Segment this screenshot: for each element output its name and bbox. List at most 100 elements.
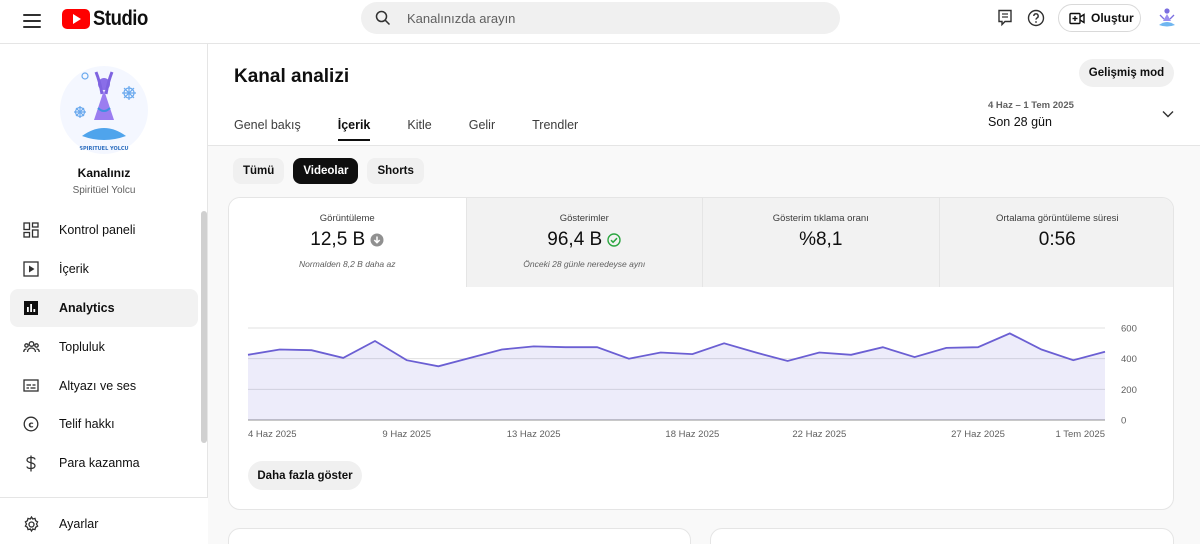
menu-icon[interactable] (22, 11, 42, 31)
create-label: Oluştur (1091, 11, 1134, 25)
metric-ctr[interactable]: Gösterim tıklama oranı %8,1 (702, 198, 939, 287)
sidebar-item-community[interactable]: Topluluk (10, 327, 198, 366)
sidebar-footer: Ayarlar (0, 497, 208, 544)
community-icon (22, 338, 40, 356)
tab-audience[interactable]: Kitle (407, 118, 432, 132)
search-input[interactable] (407, 2, 807, 34)
help-icon[interactable] (1026, 8, 1046, 28)
feedback-icon[interactable] (995, 8, 1015, 28)
date-range-picker[interactable]: 4 Haz – 1 Tem 2025 Son 28 gün (988, 100, 1178, 129)
chip-videos[interactable]: Videolar (293, 158, 359, 184)
studio-logo[interactable]: Studio (62, 7, 155, 31)
dashboard-icon (22, 221, 40, 239)
metrics-card: Görüntüleme 12,5 B Normalden 8,2 B daha … (228, 197, 1174, 510)
tab-overview[interactable]: Genel bakış (234, 118, 301, 132)
page-header: Kanal analizi Gelişmiş mod Genel bakış İ… (208, 44, 1200, 146)
x-tick-label: 4 Haz 2025 (248, 429, 297, 440)
metric-note: Normalden 8,2 B daha az (299, 259, 396, 269)
x-tick-label: 9 Haz 2025 (382, 429, 431, 440)
metric-avg-view-duration[interactable]: Ortalama görüntüleme süresi 0:56 (938, 198, 1173, 287)
copyright-icon: c (22, 415, 40, 433)
youtube-play-icon (62, 9, 90, 29)
analytics-tabs: Genel bakış İçerik Kitle Gelir Trendler (234, 118, 615, 141)
check-circle-icon (607, 233, 621, 247)
sidebar-item-label: İçerik (59, 262, 89, 277)
metric-value-row: 96,4 B (467, 229, 703, 251)
gear-icon (22, 515, 40, 533)
metric-label: Görüntüleme (319, 213, 375, 224)
arrow-down-circle-icon (370, 233, 384, 247)
y-tick-label: 0 (1121, 416, 1126, 427)
channel-name: Spiritüel Yolcu (72, 185, 136, 196)
metric-value: 0:56 (1038, 229, 1076, 250)
account-avatar[interactable] (1156, 6, 1178, 30)
chip-all[interactable]: Tümü (233, 158, 285, 184)
sidebar: SPIRITUEL YOLCU Kanalınız Spiritüel Yolc… (0, 44, 208, 544)
x-tick-label: 18 Haz 2025 (665, 429, 719, 440)
advanced-mode-button[interactable]: Gelişmiş mod (1079, 59, 1174, 87)
tab-revenue[interactable]: Gelir (468, 118, 496, 132)
analytics-icon (22, 299, 40, 317)
y-tick-label: 600 (1121, 324, 1137, 335)
metric-value: %8,1 (799, 229, 843, 250)
create-video-icon (1069, 12, 1085, 24)
sidebar-item-label: Telif hakkı (59, 417, 115, 432)
sidebar-item-label: Topluluk (59, 339, 105, 354)
search-bar[interactable] (361, 2, 840, 34)
sidebar-item-monetization[interactable]: Para kazanma (10, 444, 198, 483)
show-more-button[interactable]: Daha fazla göster (248, 461, 362, 490)
metric-label: Gösterim tıklama oranı (772, 213, 869, 224)
sidebar-item-label: Altyazı ve ses (59, 378, 137, 393)
metric-value: 12,5 B (310, 229, 366, 250)
avatar-caption: SPIRITUEL YOLCU (79, 146, 128, 152)
metric-label: Ortalama görüntüleme süresi (996, 213, 1119, 224)
metric-value: 96,4 B (547, 229, 603, 250)
channel-avatar[interactable]: SPIRITUEL YOLCU (58, 64, 150, 156)
sidebar-item-subtitles[interactable]: Altyazı ve ses (10, 366, 198, 405)
bottom-card-right (710, 528, 1174, 544)
y-tick-label: 400 (1121, 354, 1137, 365)
sidebar-item-label: Ayarlar (59, 517, 99, 532)
svg-text:c: c (28, 421, 33, 431)
sidebar-scrollbar[interactable] (201, 211, 207, 443)
chevron-down-icon (1162, 111, 1174, 118)
x-tick-label: 1 Tem 2025 (1056, 429, 1105, 440)
metric-impressions[interactable]: Gösterimler 96,4 B Önceki 28 günle nered… (465, 198, 703, 287)
series-area (248, 333, 1105, 420)
page-title: Kanal analizi (234, 66, 350, 87)
tab-trends[interactable]: Trendler (532, 118, 579, 132)
subtitles-icon (22, 377, 40, 395)
sidebar-nav: Kontrol paneli İçerik Analytics Topluluk… (10, 211, 198, 483)
y-tick-label: 200 (1121, 385, 1137, 396)
chip-shorts[interactable]: Shorts (367, 158, 424, 184)
search-icon (375, 10, 391, 26)
sidebar-item-analytics[interactable]: Analytics (10, 288, 198, 328)
metric-note: Önceki 28 günle neredeyse aynı (523, 259, 646, 269)
content-type-chips: Tümü Videolar Shorts (233, 158, 433, 184)
views-chart: 0 200 400 600 4 Haz 2025 9 Haz 2025 13 Haz 202… (247, 324, 1137, 440)
create-button[interactable]: Oluştur (1058, 4, 1141, 32)
series-line (247, 332, 1106, 368)
top-bar: Studio Oluştur (0, 0, 1200, 44)
sidebar-item-copyright[interactable]: c Telif hakkı (10, 405, 198, 444)
bottom-card-left (228, 528, 691, 544)
sidebar-item-label: Analytics (59, 300, 115, 315)
logo-text: Studio (93, 7, 148, 30)
tab-content[interactable]: İçerik (337, 118, 370, 141)
x-tick-label: 27 Haz 2025 (951, 429, 1005, 440)
metric-views[interactable]: Görüntüleme 12,5 B Normalden 8,2 B daha … (229, 198, 466, 287)
content-icon (22, 260, 40, 278)
monetization-icon (22, 454, 40, 472)
metric-value-row: 12,5 B (229, 229, 466, 251)
sidebar-item-label: Kontrol paneli (59, 223, 136, 238)
sidebar-item-settings[interactable]: Ayarlar (10, 505, 198, 544)
date-range-dates: 4 Haz – 1 Tem 2025 (988, 100, 1074, 111)
channel-title: Kanalınız (77, 166, 131, 180)
x-tick-label: 22 Haz 2025 (792, 429, 846, 440)
sidebar-item-content[interactable]: İçerik (10, 250, 198, 289)
sidebar-item-label: Para kazanma (59, 456, 140, 471)
sidebar-item-dashboard[interactable]: Kontrol paneli (10, 211, 198, 250)
metric-label: Gösterimler (559, 213, 609, 224)
metric-tabs: Görüntüleme 12,5 B Normalden 8,2 B daha … (229, 198, 1173, 287)
date-range-label: Son 28 gün (988, 115, 1052, 129)
